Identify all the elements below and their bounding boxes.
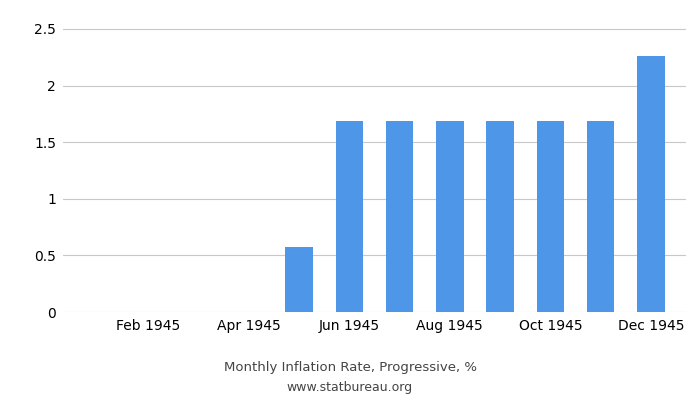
Bar <box>436 121 463 312</box>
Text: Monthly Inflation Rate, Progressive, %: Monthly Inflation Rate, Progressive, % <box>223 362 477 374</box>
Bar <box>587 121 615 312</box>
Bar <box>286 248 313 312</box>
Bar <box>536 121 564 312</box>
Bar <box>637 56 664 312</box>
Bar <box>386 121 414 312</box>
Bar <box>486 121 514 312</box>
Bar <box>335 121 363 312</box>
Text: www.statbureau.org: www.statbureau.org <box>287 382 413 394</box>
